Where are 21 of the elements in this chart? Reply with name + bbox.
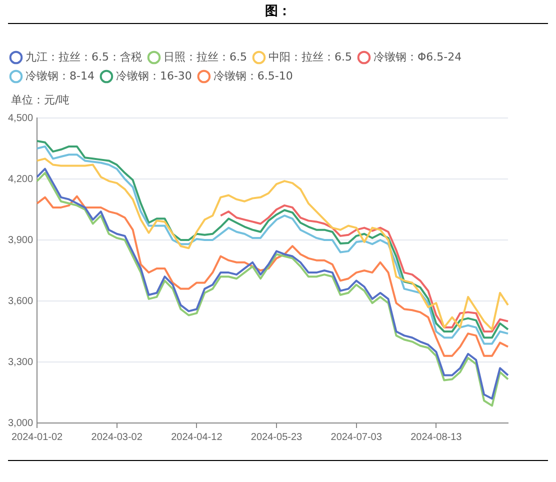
y-tick-label: 4,200 [8,174,34,185]
legend-label: 日照：拉丝：6.5 [163,50,247,64]
x-tick-label: 2024-07-03 [330,432,382,443]
x-tick-label: 2024-01-02 [11,432,64,443]
x-tick-label: 2024-04-12 [171,432,223,443]
legend-label: 冷镦钢：16-30 [116,69,192,82]
x-tick-label: 2024-08-13 [410,432,462,443]
y-tick-label: 4,500 [8,112,34,124]
y-tick-label: 3,900 [8,234,34,246]
y-tick-label: 3,300 [8,356,34,368]
legend-label: 冷镦钢：Φ6.5-24 [373,50,462,64]
y-axis-title: 单位：元/吨 [11,93,70,106]
legend-label: 中阳：拉丝：6.5 [268,50,352,64]
x-tick-label: 2024-05-23 [250,432,303,443]
y-tick-label: 3,600 [8,296,34,307]
legend-label: 冷镦钢：8-14 [26,69,94,82]
y-tick-label: 3,000 [8,418,34,429]
chart-title: 图： [8,0,548,24]
x-tick-label: 2024-03-02 [91,432,143,443]
legend-label: 冷镦钢：6.5-10 [213,69,293,82]
legend-label: 九江：拉丝：6.5：含税 [26,50,142,64]
